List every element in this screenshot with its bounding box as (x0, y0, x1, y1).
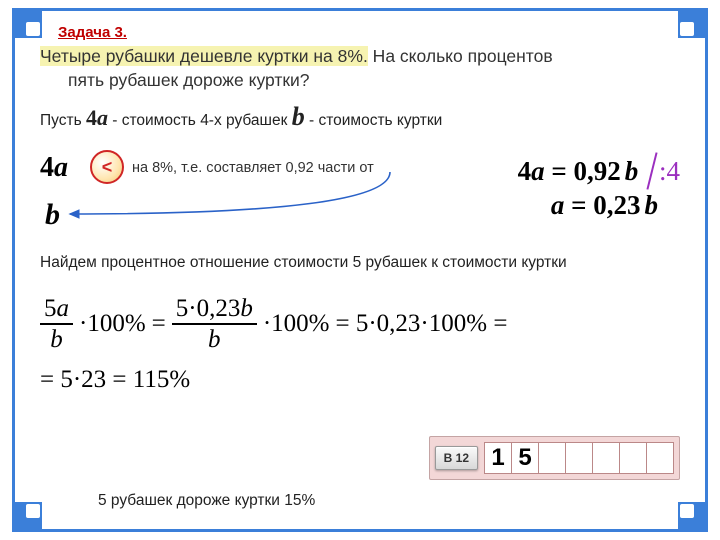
problem-text: Четыре рубашки дешевле куртки на 8%. На … (40, 45, 680, 92)
final-answer: 5 рубашек дороже куртки 15% (98, 492, 315, 510)
equation-2: a = 0,23b (551, 190, 658, 221)
let-b: b (292, 102, 305, 131)
answer-cell[interactable]: 5 (511, 442, 539, 474)
answer-cell[interactable]: 1 (484, 442, 512, 474)
problem-rest2: пять рубашек дороже куртки? (40, 69, 310, 93)
task-title: Задача 3. (40, 24, 680, 41)
content-area: Задача 3. Четыре рубашки дешевле куртки … (40, 24, 680, 516)
problem-highlight: Четыре рубашки дешевле куртки на 8%. (40, 46, 368, 66)
fraction-2: 5·0,23b b (172, 296, 257, 352)
answer-cell[interactable] (538, 442, 566, 474)
answer-cell[interactable] (565, 442, 593, 474)
eq1-b: b (625, 156, 639, 186)
variant-button[interactable]: В 12 (435, 446, 478, 470)
let-suffix: - стоимость куртки (305, 112, 443, 129)
corner-tl (12, 8, 42, 38)
slide: Задача 3. Четыре рубашки дешевле куртки … (0, 0, 720, 540)
corner-bl (12, 502, 42, 532)
lhs-b: b (45, 198, 60, 232)
f-tail: = 5·0,23·100% = (336, 310, 508, 338)
corner-tr (678, 8, 708, 38)
formula-1: 5a b ·100% = 5·0,23b b ·100% = 5·0,23·10… (40, 296, 680, 352)
answer-cell[interactable] (619, 442, 647, 474)
corner-br (678, 502, 708, 532)
answer-box: В 12 1 5 (429, 436, 680, 480)
f-eq-1: = (152, 310, 166, 338)
formula-2: = 5·23 = 115% (40, 366, 680, 394)
eq2-val: 0,23 (593, 190, 640, 220)
let-mid: - стоимость 4-х рубашек (108, 112, 292, 129)
answer-cells: 1 5 (484, 442, 674, 474)
eq1-eq: = (545, 156, 574, 186)
let-line: Пусть 44aa - стоимость 4-х рубашек b - с… (40, 102, 680, 132)
eq2-eq: = (564, 190, 593, 220)
problem-rest1: На сколько процентов (368, 46, 553, 66)
f-100-2: ·100% (263, 310, 330, 338)
derivation-row: 4a < на 8%, т.е. составляет 0,92 части о… (40, 146, 680, 246)
divide-by-4: :4 (645, 156, 680, 186)
arrow-icon (60, 164, 400, 234)
eq2-lhs: a (551, 190, 565, 220)
fraction-1: 5a b (40, 296, 73, 352)
eq1-val: 0,92 (573, 156, 620, 186)
answer-cell[interactable] (646, 442, 674, 474)
eq2-b: b (645, 190, 659, 220)
answer-cell[interactable] (592, 442, 620, 474)
find-text: Найдем процентное отношение стоимости 5 … (40, 254, 680, 272)
let-prefix: Пусть (40, 112, 86, 129)
equation-1: 4a = 0,92b :4 (518, 146, 680, 187)
f-100-1: ·100% (79, 310, 146, 338)
let-4a: 44aa (86, 105, 108, 130)
